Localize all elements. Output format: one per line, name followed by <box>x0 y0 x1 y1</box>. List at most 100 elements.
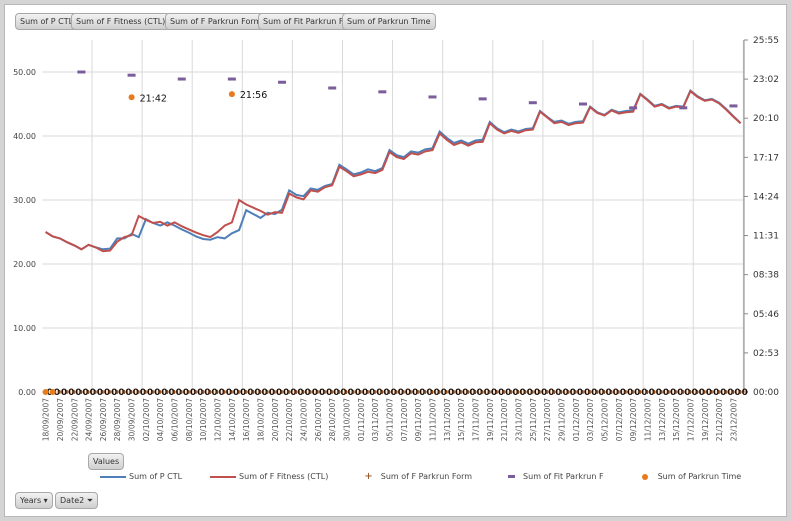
form-plus-marker <box>57 390 62 394</box>
field-button-p-ctl[interactable]: Sum of P CTL <box>15 13 79 30</box>
form-data-label: 0 <box>290 388 296 398</box>
x-axis-tick-label: 21/11/2007 <box>500 398 509 441</box>
form-data-label: 0 <box>262 388 268 398</box>
form-data-label: 0 <box>469 388 475 398</box>
form-plus-marker <box>122 390 127 394</box>
left-axis-tick-label: 20.00 <box>13 260 36 269</box>
x-axis-tick-label: 01/12/2007 <box>572 398 581 441</box>
fit-parkrun-dash-marker <box>278 80 287 84</box>
form-data-label: 0 <box>620 388 626 398</box>
form-data-label: 0 <box>362 388 368 398</box>
x-axis-tick-label: 21/12/2007 <box>715 398 724 441</box>
form-data-label: 0 <box>699 388 705 398</box>
form-plus-marker <box>681 390 686 394</box>
field-button-fit-parkrun-f[interactable]: Sum of Fit Parkrun F <box>258 13 349 30</box>
form-plus-marker <box>444 390 449 394</box>
right-axis-tick-label: 05:46 <box>753 310 779 320</box>
x-axis-tick-label: 27/11/2007 <box>543 398 552 441</box>
legend-item-f-fitness: Sum of F Fitness (CTL) <box>210 471 328 482</box>
parkrun-time-data-label: 21:42 <box>140 93 167 104</box>
x-axis-tick-label: 07/11/2007 <box>400 398 409 441</box>
field-button-parkrun-time[interactable]: Sum of Parkrun Time <box>342 13 436 30</box>
x-axis-tick-label: 30/09/2007 <box>128 398 137 441</box>
form-data-label: 0 <box>663 388 669 398</box>
values-button[interactable]: Values <box>88 453 125 470</box>
form-data-label: 0 <box>383 388 389 398</box>
form-data-label: 0 <box>233 388 239 398</box>
fit-parkrun-dash-marker <box>679 106 688 110</box>
x-axis-tick-label: 28/09/2007 <box>113 398 122 441</box>
x-axis-tick-label: 05/11/2007 <box>386 398 395 441</box>
field-button-f-parkrun-form[interactable]: Sum of F Parkrun Form <box>165 13 267 30</box>
fit-parkrun-dash-marker <box>328 86 337 90</box>
x-axis-tick-label: 26/09/2007 <box>99 398 108 441</box>
years-button[interactable]: Years ▾ <box>15 492 53 509</box>
form-data-label: 0 <box>75 388 81 398</box>
form-plus-marker <box>702 390 707 394</box>
x-axis-tick-label: 28/10/2007 <box>328 398 337 441</box>
form-plus-marker <box>215 390 220 394</box>
form-plus-marker <box>394 390 399 394</box>
field-button-f-fitness[interactable]: Sum of F Fitness (CTL) <box>71 13 171 30</box>
form-data-label: 0 <box>541 388 547 398</box>
form-plus-marker <box>258 390 263 394</box>
form-plus-marker <box>301 390 306 394</box>
left-axis-tick-label: 30.00 <box>13 196 36 205</box>
form-plus-marker <box>609 390 614 394</box>
date2-button[interactable]: Date2 ⏷ <box>55 492 99 509</box>
form-data-label: 0 <box>355 388 361 398</box>
form-plus-marker <box>115 390 120 394</box>
form-data-label: 0 <box>577 388 583 398</box>
plus-marker-icon: + <box>364 471 373 482</box>
form-plus-marker <box>315 390 320 394</box>
form-plus-marker <box>86 390 91 394</box>
form-plus-marker <box>294 390 299 394</box>
x-axis-tick-label: 04/10/2007 <box>156 398 165 441</box>
form-plus-marker <box>623 390 628 394</box>
x-axis-tick-label: 30/10/2007 <box>343 398 352 441</box>
form-data-label: 0 <box>319 388 325 398</box>
form-plus-marker <box>366 390 371 394</box>
form-data-label: 0 <box>183 388 189 398</box>
form-data-label: 0 <box>369 388 375 398</box>
form-plus-marker <box>186 390 191 394</box>
x-axis-tick-label: 07/12/2007 <box>615 398 624 441</box>
form-data-label: 0 <box>405 388 411 398</box>
filter-icon: ⏷ <box>86 496 94 505</box>
x-axis-tick-label: 10/10/2007 <box>199 398 208 441</box>
form-plus-marker <box>459 390 464 394</box>
form-plus-marker <box>602 390 607 394</box>
form-plus-marker <box>674 390 679 394</box>
form-data-label: 0 <box>176 388 182 398</box>
form-data-label: 0 <box>97 388 103 398</box>
form-plus-marker <box>509 390 514 394</box>
legend-label: Sum of Fit Parkrun F <box>523 472 604 481</box>
fit-parkrun-dash-marker <box>478 97 487 101</box>
form-plus-marker <box>265 390 270 394</box>
left-axis-tick-label: 40.00 <box>13 132 36 141</box>
form-plus-marker <box>717 390 722 394</box>
form-data-label: 0 <box>254 388 260 398</box>
form-data-label: 0 <box>584 388 590 398</box>
form-data-label: 0 <box>283 388 289 398</box>
x-axis-tick-label: 24/09/2007 <box>85 398 94 441</box>
parkrun-time-marker <box>42 389 49 395</box>
form-plus-marker <box>165 390 170 394</box>
form-plus-marker <box>172 390 177 394</box>
form-data-label: 0 <box>476 388 482 398</box>
x-axis-tick-label: 15/11/2007 <box>457 398 466 441</box>
form-data-label: 0 <box>742 388 748 398</box>
legend-label: Sum of F Fitness (CTL) <box>239 472 329 481</box>
fit-parkrun-dash-marker <box>729 104 738 108</box>
form-plus-marker <box>108 390 113 394</box>
x-axis-tick-label: 18/10/2007 <box>257 398 266 441</box>
form-data-label: 0 <box>204 388 210 398</box>
form-plus-marker <box>287 390 292 394</box>
form-plus-marker <box>323 390 328 394</box>
form-data-label: 0 <box>426 388 432 398</box>
form-data-label: 0 <box>484 388 490 398</box>
x-axis-tick-label: 23/11/2007 <box>514 398 523 441</box>
legend-label: Sum of P CTL <box>129 472 183 481</box>
x-axis-tick-label: 22/10/2007 <box>285 398 294 441</box>
dash-marker-icon <box>508 475 516 478</box>
